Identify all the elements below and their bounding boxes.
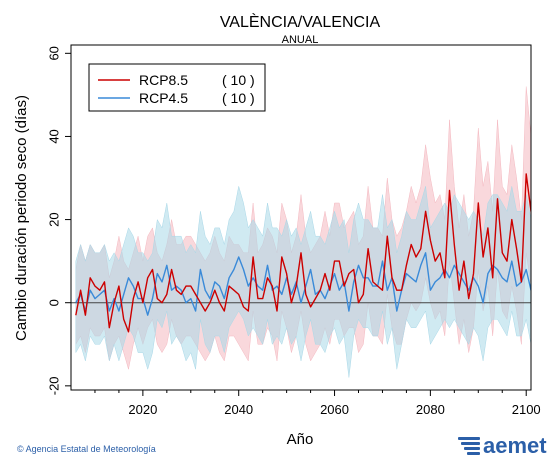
legend-box — [88, 63, 266, 112]
x-tick-label: 2020 — [128, 402, 157, 417]
y-tick-label: 60 — [46, 46, 61, 60]
y-tick-label: 40 — [46, 129, 61, 143]
legend: RCP8.5 ( 10 ) RCP4.5 ( 10 ) — [88, 63, 266, 112]
credit-text: © Agencia Estatal de Meteorología — [17, 444, 156, 454]
y-tick-label: -20 — [46, 376, 61, 395]
series-line-rcp45 — [75, 252, 531, 316]
series-line-rcp85 — [75, 173, 531, 333]
legend-count-rcp45: ( 10 ) — [222, 90, 255, 106]
uncertainty-bands — [75, 86, 531, 378]
aemet-logo: aemet — [458, 433, 547, 458]
x-tick-label: 2080 — [416, 402, 445, 417]
y-tick-label: 20 — [46, 212, 61, 226]
x-axis: 2020 2040 2060 2080 2100 — [94, 390, 541, 417]
y-tick-label: 0 — [46, 299, 61, 306]
legend-label-rcp85: RCP8.5 — [139, 72, 188, 88]
x-tick-label: 2060 — [320, 402, 349, 417]
aemet-logo-text: aemet — [483, 433, 547, 458]
y-axis: -20 0 20 40 60 — [46, 46, 71, 395]
chart-subtitle: ANUAL — [282, 34, 319, 46]
plot-frame — [70, 44, 532, 391]
x-axis-label: Año — [287, 431, 314, 448]
x-tick-label: 2100 — [512, 402, 541, 417]
aemet-logo-icon — [458, 437, 480, 455]
series-lines — [75, 173, 531, 333]
legend-label-rcp45: RCP4.5 — [139, 90, 188, 106]
band-rcp45 — [75, 186, 531, 378]
chart-title: VALÈNCIA/VALENCIA — [220, 12, 381, 31]
x-tick-label: 2040 — [224, 402, 253, 417]
y-axis-label: Cambio duración periodo seco (días) — [13, 95, 30, 341]
legend-count-rcp85: ( 10 ) — [222, 72, 255, 88]
